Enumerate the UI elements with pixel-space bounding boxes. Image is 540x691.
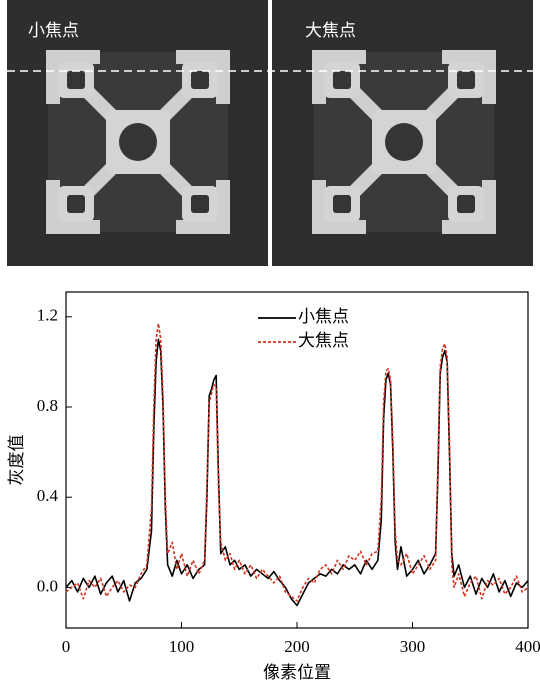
legend-label: 小焦点	[298, 307, 349, 326]
x-tick-label: 100	[169, 637, 195, 656]
x-axis-label: 像素位置	[263, 663, 331, 682]
y-tick-label: 0.4	[37, 486, 59, 505]
y-tick-label: 1.2	[37, 306, 58, 325]
x-tick-label: 300	[400, 637, 426, 656]
image-label: 小焦点	[28, 21, 79, 40]
image-label: 大焦点	[305, 21, 356, 40]
plot-frame	[65, 291, 529, 629]
x-tick-label: 0	[62, 637, 71, 656]
data-line	[65, 322, 529, 602]
y-axis-label: 灰度值	[7, 435, 26, 486]
y-tick-label: 0.8	[37, 396, 58, 415]
y-tick-label: 0.0	[37, 576, 58, 595]
x-tick-label: 400	[515, 637, 540, 656]
image-panel: 大焦点	[272, 0, 533, 266]
x-tick-label: 200	[284, 637, 310, 656]
image-panel: 小焦点	[7, 0, 268, 266]
legend-label: 大焦点	[298, 331, 349, 350]
data-line	[65, 338, 529, 607]
